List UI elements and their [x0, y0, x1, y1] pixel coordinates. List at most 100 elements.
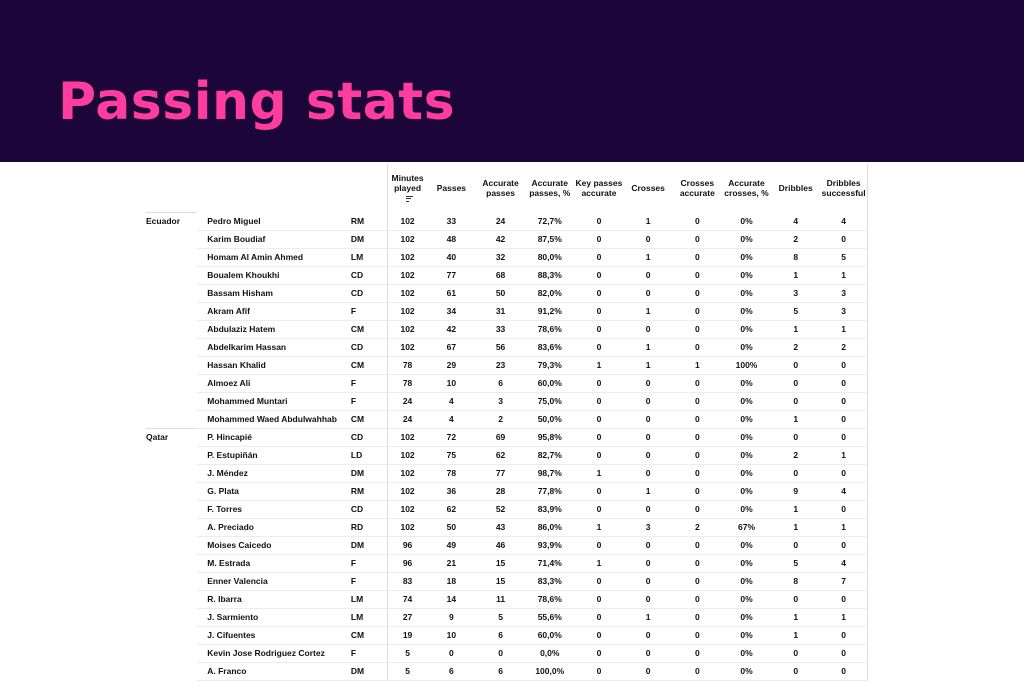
stat-cell: 0 [820, 410, 869, 429]
stat-cell: 42 [426, 320, 476, 339]
player-name: F. Torres [197, 500, 349, 519]
stat-cell: 0% [721, 644, 772, 663]
column-header-crosses[interactable]: Crosses [631, 183, 665, 194]
player-position: RM [348, 482, 388, 501]
stat-cell: 0 [672, 428, 722, 447]
stat-cell: 0 [820, 626, 869, 645]
stat-cell: 0% [721, 662, 772, 681]
table-row: G. Plata RM 102 36 28 77,8% 0 1 0 0% 9 4 [146, 482, 869, 501]
stat-cell: 2 [475, 410, 526, 429]
stat-cell: 102 [387, 230, 427, 249]
stat-cell: 0 [623, 320, 673, 339]
stat-cell: 1 [820, 446, 869, 465]
column-header-accurate-passes-pct[interactable]: Accurate passes, % [529, 178, 571, 199]
player-position: F [348, 392, 388, 411]
stat-cell: 0 [672, 392, 722, 411]
stat-cell: 55,6% [525, 608, 575, 627]
table-row: Almoez Ali F 78 10 6 60,0% 0 0 0 0% 0 0 [146, 374, 869, 393]
stat-cell: 82,7% [525, 446, 575, 465]
table-row: Enner Valencia F 83 18 15 83,3% 0 0 0 0% 8 7 [146, 572, 869, 591]
stat-cell: 4 [820, 212, 869, 231]
player-name: P. Hincapié [197, 428, 349, 447]
stat-cell: 0 [574, 212, 624, 231]
column-header-dribbles-successful[interactable]: Dribbles successful [820, 164, 869, 213]
stat-cell: 4 [426, 410, 476, 429]
column-header-accurate-crosses-pct[interactable]: Accurate crosses, % [724, 178, 769, 199]
player-name: Enner Valencia [197, 572, 349, 591]
table-row: Ecuador Pedro Miguel RM 102 33 24 72,7% 0 1 0 0% 4 4 [146, 212, 869, 428]
stat-cell: 0 [672, 302, 722, 321]
player-name: J. Cifuentes [197, 626, 349, 645]
stat-cell: 86,0% [525, 518, 575, 537]
stat-cell: 0 [574, 284, 624, 303]
stat-cell: 0 [672, 464, 722, 483]
player-position: RD [348, 518, 388, 537]
stat-cell: 15 [475, 572, 526, 591]
stat-cell: 0 [623, 266, 673, 285]
stat-cell: 98,7% [525, 464, 575, 483]
player-position: LM [348, 590, 388, 609]
stat-cell: 11 [475, 590, 526, 609]
player-position: CM [348, 626, 388, 645]
stat-cell: 0 [623, 446, 673, 465]
table-row: Qatar P. Hincapié CD 102 72 69 95,8% 0 0 0 0% 0 0 [146, 427, 869, 680]
stat-cell: 1 [771, 266, 821, 285]
stat-cell: 0 [623, 428, 673, 447]
stat-cell: 36 [426, 482, 476, 501]
stat-cell: 0 [820, 644, 869, 663]
header-banner: Passing stats [0, 0, 1024, 162]
stat-cell: 5 [771, 302, 821, 321]
column-header-minutes-played[interactable]: Minutes played [387, 164, 427, 213]
stat-cell: 0 [771, 374, 821, 393]
stat-cell: 0 [574, 248, 624, 267]
stat-cell: 1 [623, 482, 673, 501]
stat-cell: 102 [387, 464, 427, 483]
stat-cell: 0 [574, 374, 624, 393]
header-row: Minutes played Passes Accurate passes Ac… [146, 164, 869, 213]
stat-cell: 102 [387, 212, 427, 231]
stat-cell: 0% [721, 302, 772, 321]
column-header-passes[interactable]: Passes [436, 183, 467, 194]
stat-cell: 1 [672, 356, 722, 375]
stat-cell: 1 [771, 518, 821, 537]
stat-cell: 0% [721, 230, 772, 249]
stat-cell: 0 [672, 590, 722, 609]
stat-cell: 82,0% [525, 284, 575, 303]
stat-cell: 0 [574, 428, 624, 447]
stat-cell: 2 [771, 230, 821, 249]
stat-cell: 50 [475, 284, 526, 303]
stat-cell: 3 [820, 302, 869, 321]
stat-cell: 14 [426, 590, 476, 609]
stat-cell: 10 [426, 626, 476, 645]
stat-cell: 83,6% [525, 338, 575, 357]
player-position: CD [348, 338, 388, 357]
player-position: CM [348, 320, 388, 339]
player-position: LM [348, 248, 388, 267]
stat-cell: 0% [721, 482, 772, 501]
stat-cell: 74 [387, 590, 427, 609]
player-position: CD [348, 500, 388, 519]
stat-cell: 0% [721, 248, 772, 267]
stat-cell: 0 [820, 464, 869, 483]
stat-cell: 50,0% [525, 410, 575, 429]
player-position: DM [348, 464, 388, 483]
table-row: J. Sarmiento LM 27 9 5 55,6% 0 1 0 0% 1 1 [146, 608, 869, 627]
stat-cell: 0 [574, 590, 624, 609]
stat-cell: 67 [426, 338, 476, 357]
stat-cell: 0% [721, 446, 772, 465]
stat-cell: 33 [475, 320, 526, 339]
stat-cell: 60,0% [525, 626, 575, 645]
column-header-key-passes-accurate[interactable]: Key passes accurate [575, 178, 623, 199]
sort-descending-icon[interactable] [405, 194, 413, 203]
player-position: DM [348, 230, 388, 249]
column-header-dribbles[interactable]: Dribbles [778, 183, 813, 194]
column-header-crosses-accurate[interactable]: Crosses accurate [679, 178, 715, 199]
column-header-accurate-passes[interactable]: Accurate passes [482, 178, 519, 199]
player-name: Bassam Hisham [197, 284, 349, 303]
stat-cell: 0 [672, 374, 722, 393]
table-row: Bassam Hisham CD 102 61 50 82,0% 0 0 0 0% 3 3 [146, 284, 869, 303]
player-position: CD [348, 428, 388, 447]
stat-cell: 83,9% [525, 500, 575, 519]
stat-cell: 1 [820, 518, 869, 537]
stat-cell: 83,3% [525, 572, 575, 591]
